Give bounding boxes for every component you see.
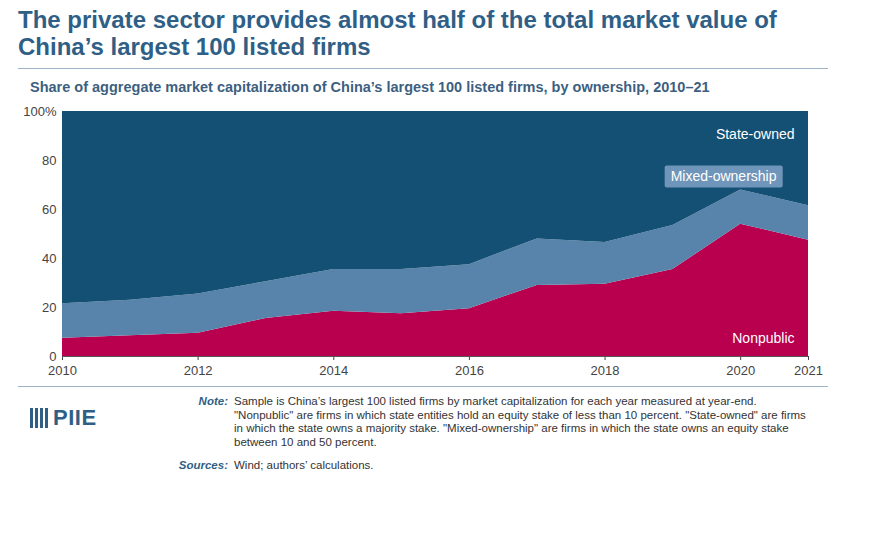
svg-text:Nonpublic: Nonpublic bbox=[732, 330, 794, 346]
svg-text:Mixed-ownership: Mixed-ownership bbox=[671, 168, 777, 184]
html-text:Wind; authors’ calculations.: Wind; authors’ calculations. bbox=[234, 459, 374, 471]
svg-text:20: 20 bbox=[42, 300, 56, 315]
svg-text:40: 40 bbox=[42, 251, 56, 266]
svg-text:2021: 2021 bbox=[794, 363, 823, 378]
svg-text:100%: 100% bbox=[23, 104, 57, 119]
html-text:The private sector provides al: The private sector provides almost half … bbox=[18, 6, 777, 60]
html-text:Note:: Note: bbox=[198, 395, 228, 407]
svg-text:60: 60 bbox=[42, 202, 56, 217]
html-text:Sample is China’s largest 100: Sample is China’s largest 100 listed fir… bbox=[234, 395, 806, 448]
svg-text:80: 80 bbox=[42, 153, 56, 168]
html-text:Share of aggregate market capi: Share of aggregate market capitalization… bbox=[30, 79, 710, 95]
svg-text:2016: 2016 bbox=[455, 363, 484, 378]
svg-text:2018: 2018 bbox=[591, 363, 620, 378]
svg-text:2014: 2014 bbox=[319, 363, 348, 378]
svg-text:State-owned: State-owned bbox=[716, 126, 795, 142]
svg-text:2012: 2012 bbox=[184, 363, 213, 378]
svg-text:2010: 2010 bbox=[48, 363, 77, 378]
svg-text:0: 0 bbox=[49, 349, 56, 364]
html-text:PIIE: PIIE bbox=[53, 405, 97, 430]
html-text:Sources:: Sources: bbox=[178, 459, 228, 471]
svg-text:2020: 2020 bbox=[726, 363, 755, 378]
